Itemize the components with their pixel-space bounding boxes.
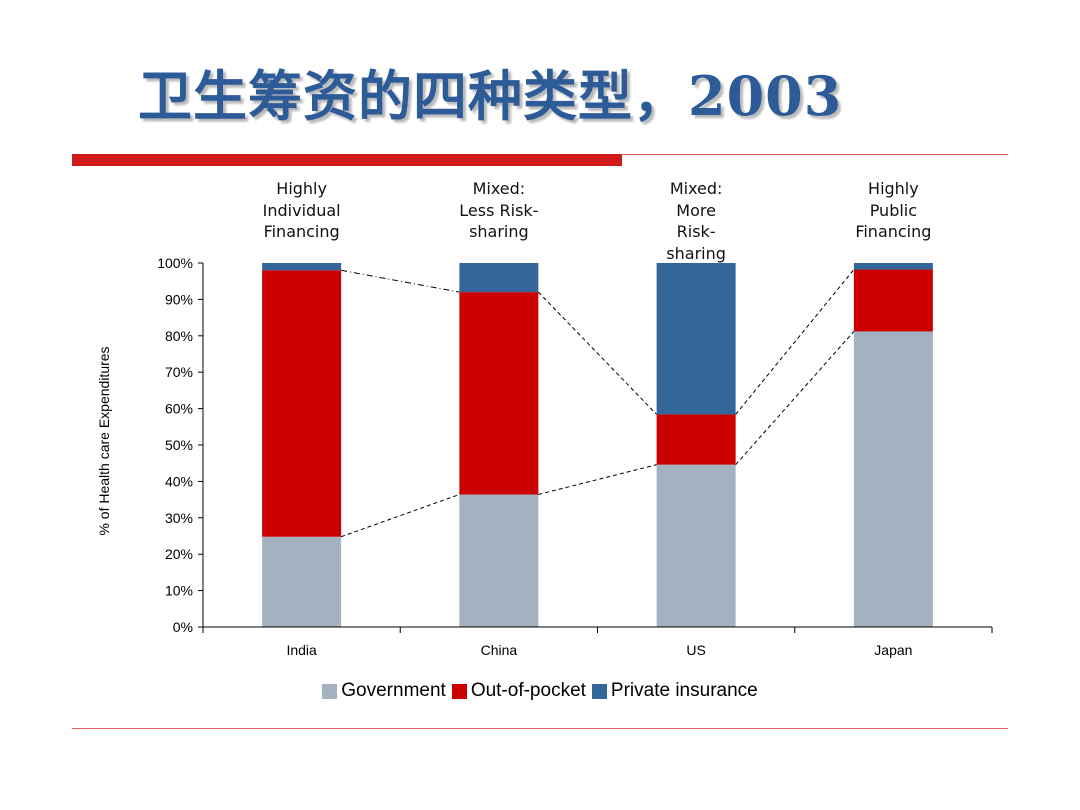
y-tick-label: 40% <box>165 473 193 489</box>
bar-china-government <box>459 494 539 627</box>
category-header-line: Mixed: <box>472 179 526 198</box>
y-tick-label: 100% <box>157 255 193 271</box>
x-tick-label: China <box>481 642 518 658</box>
category-header-us: Mixed: More Risk-sharing <box>636 178 756 264</box>
connector-line <box>538 464 657 495</box>
connector-line <box>340 494 460 538</box>
connector-line <box>735 269 855 415</box>
connector-line <box>538 291 657 415</box>
category-header-line: Highly <box>868 179 919 198</box>
y-axis-label: % of Health care Expenditures <box>96 346 112 535</box>
x-tick-label: Japan <box>874 642 912 658</box>
category-header-line: Public <box>869 200 918 220</box>
header-divider-thick <box>72 154 622 166</box>
legend-label: Government <box>341 680 446 701</box>
chart-legend: Government Out-of-pocket Private insurance <box>0 680 1080 702</box>
bar-japan-private-insurance <box>853 263 933 270</box>
y-tick-label: 10% <box>165 583 193 599</box>
connector-line <box>735 331 855 465</box>
category-header-line: Individual <box>262 200 341 220</box>
bar-japan-out-of-pocket <box>853 269 933 332</box>
legend-swatch <box>451 683 467 699</box>
y-tick-label: 30% <box>165 510 193 526</box>
footer-divider <box>72 728 1008 729</box>
legend-item: Out-of-pocket <box>451 680 586 702</box>
bar-us-private-insurance <box>656 263 736 415</box>
connector-line <box>341 269 460 293</box>
y-tick-label: 50% <box>165 437 193 453</box>
legend-swatch <box>322 683 338 699</box>
x-tick-label: US <box>686 642 705 658</box>
bar-india-government <box>262 536 342 627</box>
bar-us-out-of-pocket <box>656 414 736 465</box>
legend-item: Government <box>322 680 446 702</box>
category-header-line: sharing <box>469 222 529 241</box>
y-tick-label: 60% <box>165 401 193 417</box>
bar-china-out-of-pocket <box>459 292 539 495</box>
category-header-line: Financing <box>855 222 932 241</box>
bar-india-out-of-pocket <box>262 270 342 537</box>
y-tick-label: 0% <box>173 619 193 635</box>
bar-japan-government <box>853 331 933 627</box>
category-header-line: Risk- <box>676 222 716 241</box>
category-header-line: sharing <box>666 243 726 263</box>
y-tick-label: 20% <box>165 546 193 562</box>
legend-item: Private insurance <box>591 680 758 702</box>
bar-us-government <box>656 464 736 627</box>
y-tick-label: 80% <box>165 328 193 344</box>
x-tick-label: India <box>286 642 317 658</box>
bar-china-private-insurance <box>459 263 539 293</box>
category-header-line: Highly <box>276 179 327 198</box>
bar-india-private-insurance <box>262 263 342 271</box>
category-header-line: Financing <box>263 222 340 241</box>
slide-title: 卫生筹资的四种类型，2003 <box>138 64 843 128</box>
category-header-line: Less Risk- <box>459 200 539 220</box>
category-header-line: Mixed: <box>669 179 723 198</box>
y-tick-label: 70% <box>165 364 193 380</box>
category-header-india: Highly Individual Financing <box>242 178 362 243</box>
category-header-china: Mixed: Less Risk-sharing <box>439 178 559 243</box>
y-tick-label: 90% <box>165 291 193 307</box>
legend-label: Out-of-pocket <box>470 680 586 701</box>
legend-swatch <box>591 683 607 699</box>
category-header-japan: Highly Public Financing <box>833 178 953 243</box>
legend-label: Private insurance <box>610 680 758 701</box>
category-header-line: More <box>676 200 716 220</box>
